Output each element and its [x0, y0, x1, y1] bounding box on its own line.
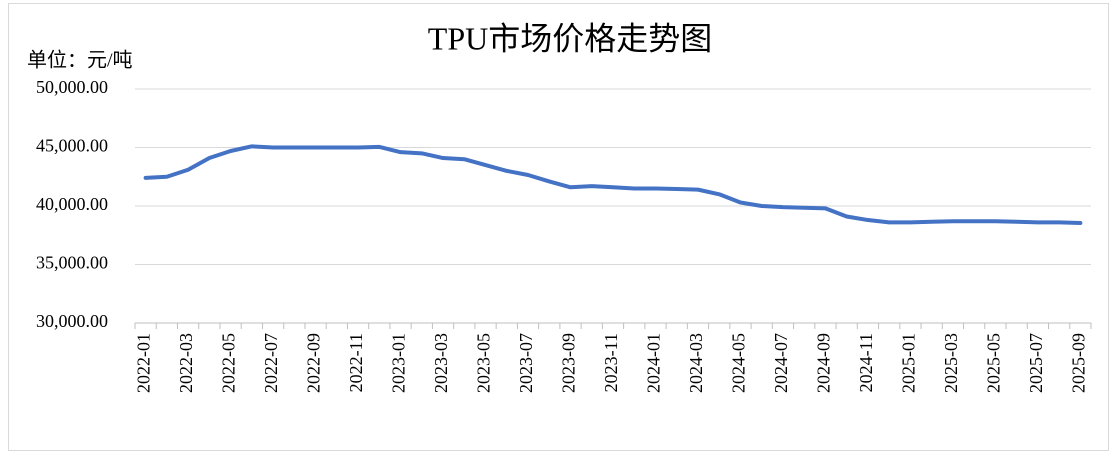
x-tick-label: 2023-01 [389, 333, 409, 393]
x-tick-label: 2022-01 [134, 333, 154, 393]
x-tick-label: 2025-07 [1026, 333, 1046, 393]
x-tick-label: 2024-03 [686, 333, 706, 393]
x-tick-label: 2023-11 [601, 333, 621, 392]
x-tick-label: 2022-07 [261, 333, 281, 393]
chart-border [8, 3, 1109, 451]
x-tick-label: 2024-07 [771, 333, 791, 393]
chart-title: TPU市场价格走势图 [428, 20, 712, 56]
x-tick-label: 2023-05 [474, 333, 494, 393]
x-tick-label: 2023-03 [431, 333, 451, 393]
x-tick-label: 2024-09 [814, 333, 834, 393]
x-tick-label: 2025-01 [899, 333, 919, 393]
y-tick-label: 40,000.00 [36, 194, 108, 214]
y-tick-label: 35,000.00 [36, 253, 108, 273]
data-line [143, 144, 1083, 225]
x-tick-label: 2023-09 [559, 333, 579, 393]
x-tick-label: 2024-05 [729, 333, 749, 393]
y-tick-label: 50,000.00 [36, 77, 108, 97]
x-tick-label: 2022-09 [304, 333, 324, 393]
x-tick-label: 2024-01 [644, 333, 664, 393]
y-tick-label: 30,000.00 [36, 311, 108, 331]
x-tick-label: 2025-03 [941, 333, 961, 393]
x-tick-label: 2022-11 [346, 333, 366, 392]
x-tick-label: 2024-11 [856, 333, 876, 392]
x-tick-label: 2025-05 [984, 333, 1004, 393]
y-tick-label: 45,000.00 [36, 136, 108, 156]
x-tick-label: 2022-03 [176, 333, 196, 393]
x-tick-label: 2022-05 [219, 333, 239, 393]
x-tick-label: 2023-07 [516, 333, 536, 393]
y-axis-label: 单位：元/吨 [27, 49, 133, 72]
x-tick-label: 2025-09 [1069, 333, 1089, 393]
